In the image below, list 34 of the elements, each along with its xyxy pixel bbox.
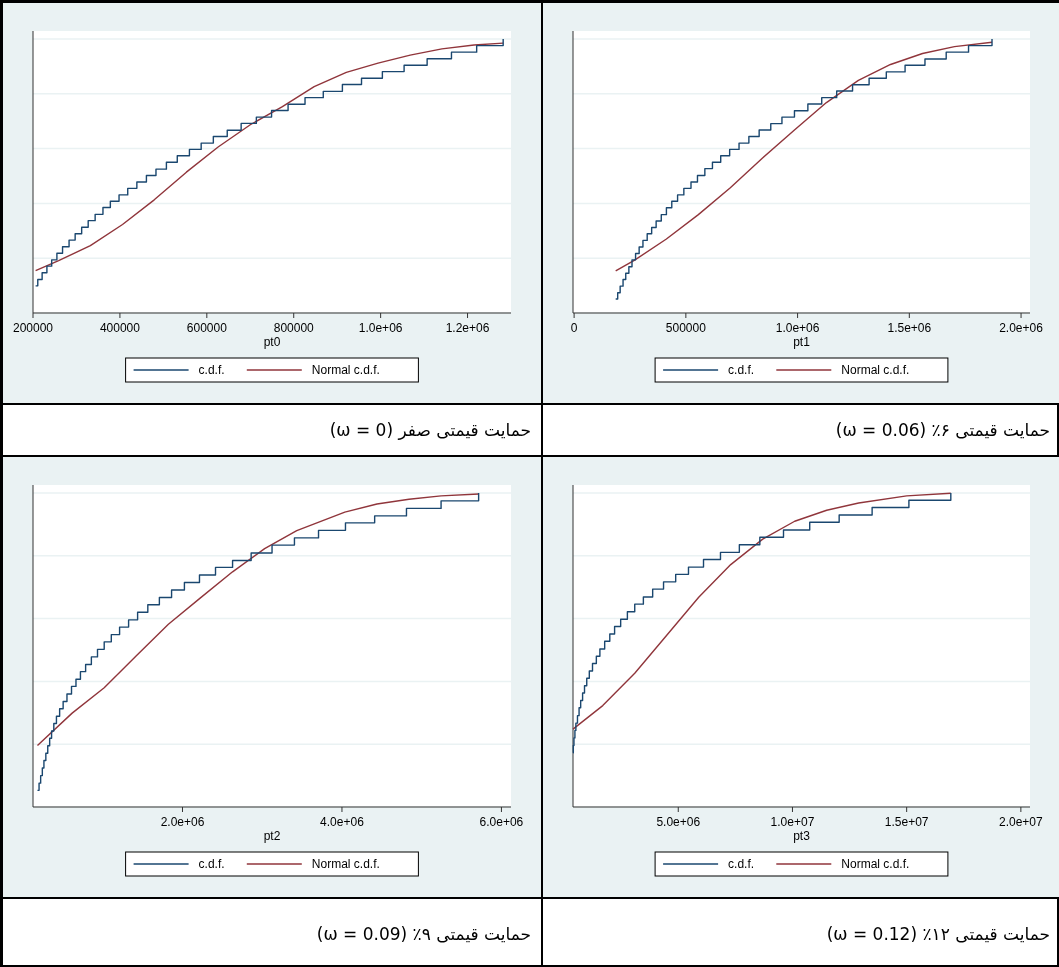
text: حمایت قیمتی ۶٪ (ω = 0.06) xyxy=(542,404,1059,456)
x-axis-title: pt2 xyxy=(263,829,281,843)
x-tick-label: 400000 xyxy=(99,321,141,335)
x-tick-label: 1.0e+06 xyxy=(775,321,820,335)
x-tick-label: 2.0e+07 xyxy=(999,815,1044,829)
x-tick-label: 0 xyxy=(570,321,578,335)
legend-label: Normal c.d.f. xyxy=(841,857,910,871)
x-tick-label: 1.0e+07 xyxy=(770,815,815,829)
x-axis-title: pt1 xyxy=(793,335,811,349)
x-tick-label: 1.5e+07 xyxy=(884,815,929,829)
legend-label: Normal c.d.f. xyxy=(841,363,910,377)
x-tick-label: 4.0e+06 xyxy=(320,815,365,829)
x-tick-label: 600000 xyxy=(186,321,228,335)
x-tick-label: 800000 xyxy=(273,321,315,335)
x-tick-label: 2.0e+06 xyxy=(999,321,1044,335)
x-tick-label: 1.5e+06 xyxy=(887,321,932,335)
x-tick-label: 1.2e+06 xyxy=(445,321,490,335)
legend-label: c.d.f. xyxy=(198,857,225,871)
text: حمایت قیمتی ۹٪ (ω = 0.09) xyxy=(2,898,542,967)
x-tick-label: 200000 xyxy=(12,321,54,335)
x-tick-label: 500000 xyxy=(665,321,707,335)
legend-label: c.d.f. xyxy=(728,363,755,377)
text: حمایت قیمتی صفر (ω = 0) xyxy=(2,404,542,456)
x-tick-label: 5.0e+06 xyxy=(656,815,701,829)
legend-label: Normal c.d.f. xyxy=(311,363,380,377)
x-tick-label: 1.0e+06 xyxy=(358,321,403,335)
legend-label: Normal c.d.f. xyxy=(311,857,380,871)
legend-label: c.d.f. xyxy=(728,857,755,871)
x-axis-title: pt0 xyxy=(263,335,281,349)
x-tick-label: 6.0e+06 xyxy=(479,815,524,829)
legend-label: c.d.f. xyxy=(198,363,225,377)
text: حمایت قیمتی ۱۲٪ (ω = 0.12) xyxy=(542,898,1059,967)
x-tick-label: 2.0e+06 xyxy=(160,815,205,829)
x-axis-title: pt3 xyxy=(793,829,811,843)
